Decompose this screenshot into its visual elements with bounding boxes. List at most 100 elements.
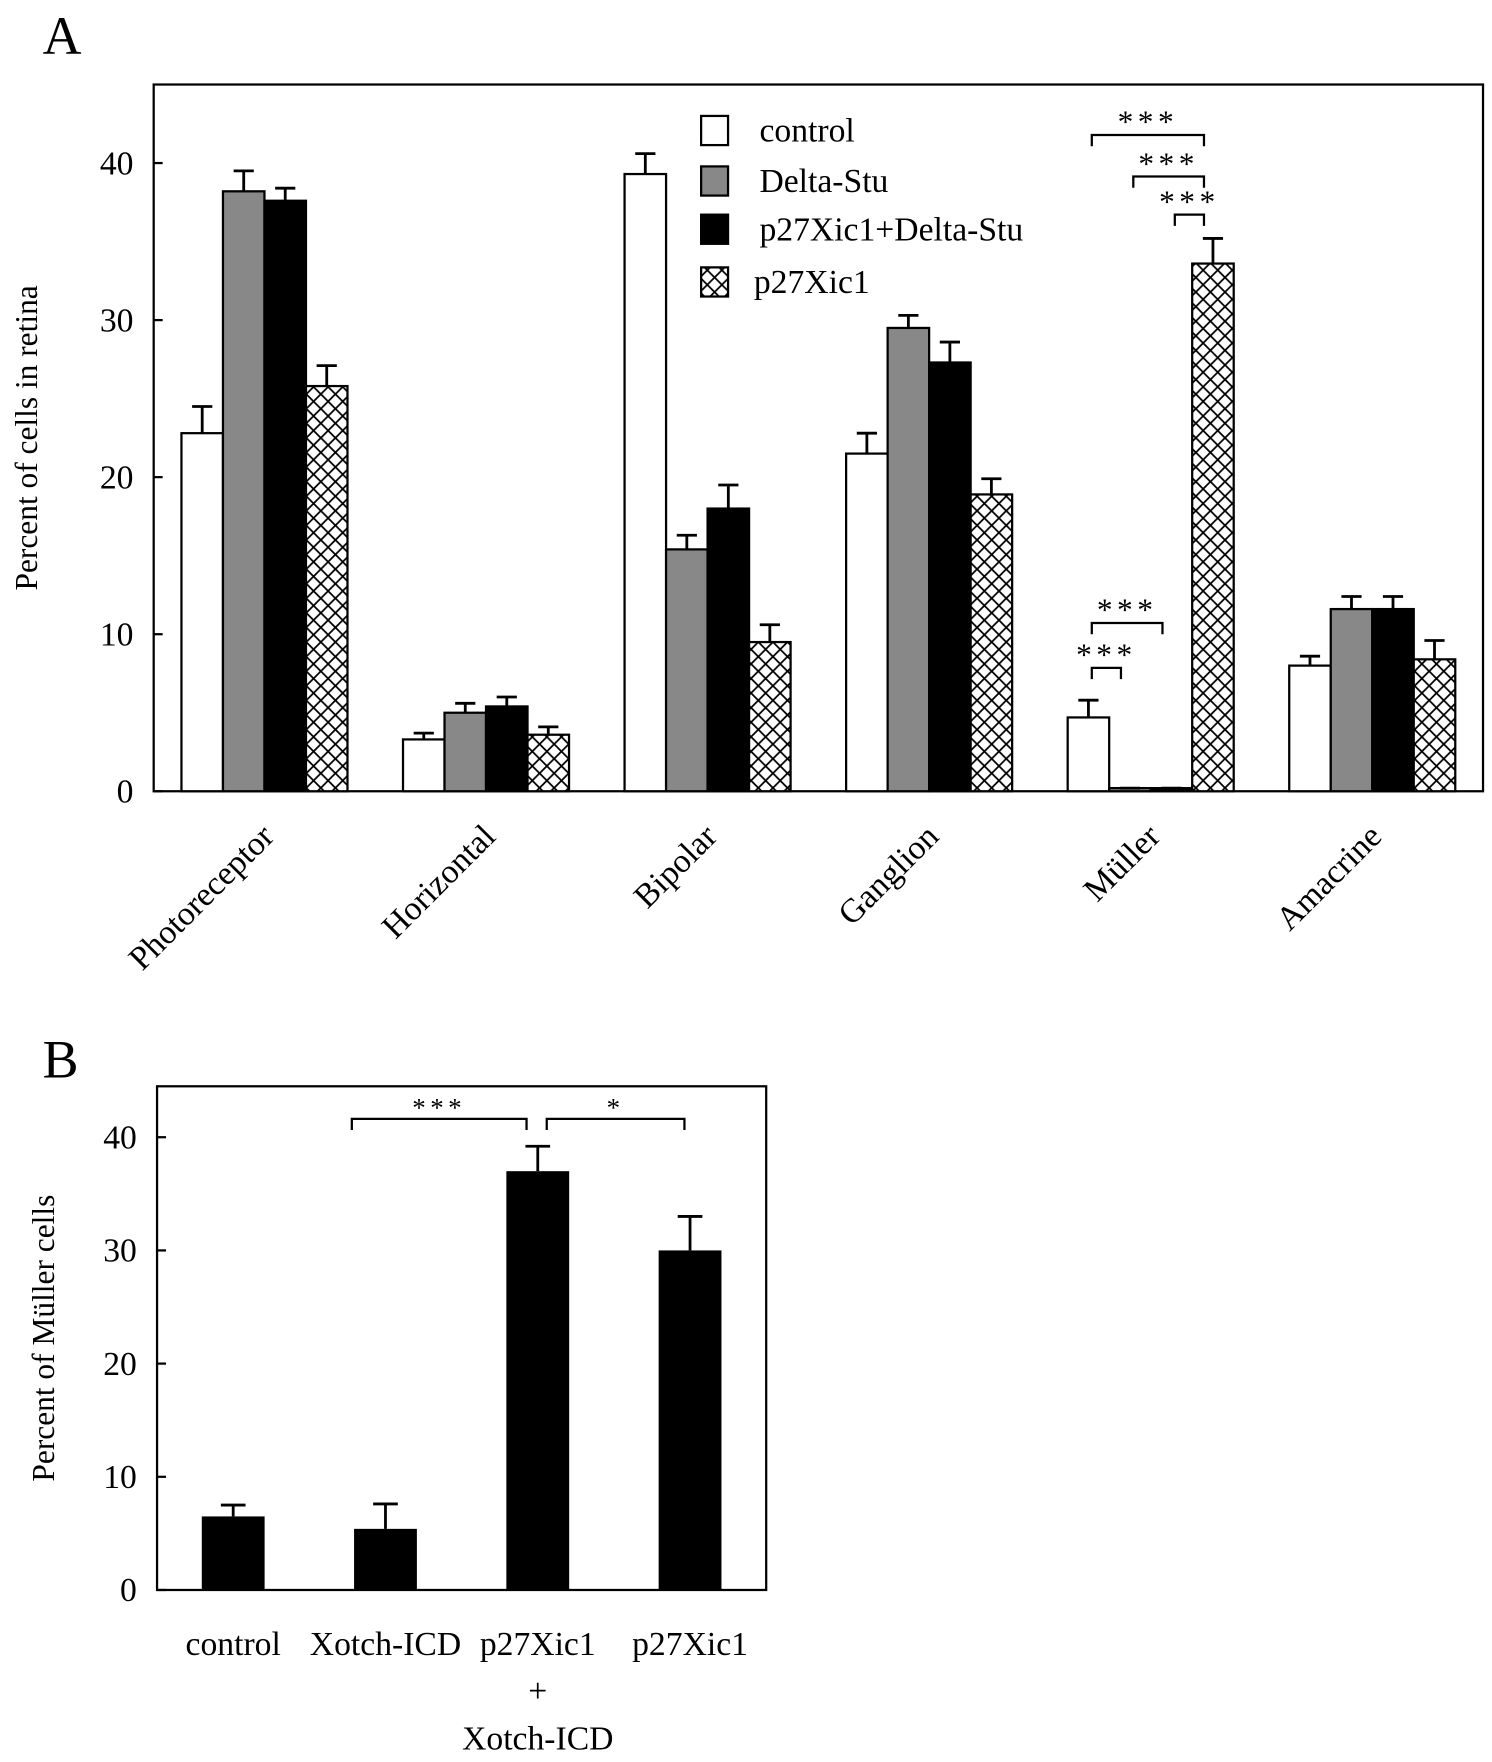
x-tick-label: Ganglion <box>831 818 946 933</box>
error-bar <box>413 731 434 740</box>
error-bar <box>220 1503 246 1517</box>
bar <box>1066 716 1111 793</box>
bar <box>401 738 446 793</box>
error-bar <box>1341 595 1362 610</box>
panel-label: B <box>43 1029 79 1089</box>
significance-bracket <box>1173 213 1206 226</box>
bar <box>886 326 931 793</box>
bar <box>623 172 668 793</box>
bar <box>706 507 751 793</box>
y-tick-label: 20 <box>100 459 134 496</box>
bar <box>263 199 308 793</box>
significance-label: *** <box>1076 638 1137 673</box>
bar <box>506 1171 570 1590</box>
x-tick-label: p27Xic1 + Xotch-ICD <box>462 1626 613 1757</box>
significance-label: *** <box>1118 105 1179 140</box>
significance-bracket <box>1132 175 1206 188</box>
legend-label: control <box>759 113 854 150</box>
error-bar <box>677 1215 703 1251</box>
y-tick-label: 10 <box>100 616 134 653</box>
bar <box>1191 262 1235 793</box>
x-tick-label: Müller <box>1077 818 1168 909</box>
y-tick-label: 30 <box>103 1233 137 1270</box>
bar <box>526 733 571 793</box>
y-tick-label: 10 <box>103 1459 137 1496</box>
x-tick-label: p27Xic1 <box>632 1626 748 1663</box>
legend-swatch <box>700 266 730 298</box>
bar <box>484 705 529 793</box>
error-bar <box>759 623 780 643</box>
legend-swatch <box>700 165 730 197</box>
bar <box>443 711 488 793</box>
bar <box>180 432 225 793</box>
x-tick-label: Amacrine <box>1269 818 1389 938</box>
y-tick-label: 0 <box>117 773 134 810</box>
y-tick-label: 0 <box>120 1572 137 1609</box>
bar <box>658 1250 722 1590</box>
error-bar <box>718 483 739 509</box>
error-bar <box>939 340 960 363</box>
bar <box>747 640 792 793</box>
significance-bracket <box>1090 133 1206 147</box>
bar <box>928 361 972 793</box>
x-tick-label: Xotch-ICD <box>310 1626 461 1663</box>
bar <box>221 190 266 793</box>
y-axis-label: Percent of Müller cells <box>26 1195 61 1482</box>
bar <box>969 493 1014 793</box>
panel-label: A <box>43 6 82 66</box>
bar <box>304 384 349 793</box>
plot-frame <box>155 1085 768 1592</box>
y-tick-label: 40 <box>100 145 134 182</box>
error-bar <box>1299 654 1321 666</box>
legend-label: p27Xic1+Delta-Stu <box>759 211 1023 248</box>
error-bar <box>455 701 476 713</box>
y-axis-label: Percent of cells in retina <box>9 285 44 590</box>
error-bar <box>1424 639 1445 660</box>
error-bar <box>525 1144 551 1172</box>
significance-bracket <box>1090 666 1123 680</box>
significance-bracket <box>350 1117 528 1131</box>
error-bar <box>856 431 877 454</box>
bar <box>844 452 889 793</box>
significance-bracket <box>1090 621 1164 635</box>
y-tick-label: 40 <box>103 1119 137 1156</box>
bar <box>201 1516 265 1590</box>
legend-swatch <box>700 213 730 245</box>
y-tick-label: 20 <box>103 1346 137 1383</box>
bar <box>1329 607 1374 793</box>
bar <box>1371 607 1415 793</box>
error-bar <box>1078 698 1099 718</box>
y-tick-label: 30 <box>100 302 134 339</box>
x-tick-label: Photoreceptor <box>122 818 282 978</box>
error-bar <box>1382 595 1404 610</box>
error-bar <box>676 533 697 550</box>
x-tick-label: Bipolar <box>627 818 725 916</box>
x-tick-label: Horizontal <box>375 818 503 946</box>
error-bar <box>275 186 296 201</box>
legend-swatch <box>700 114 730 147</box>
significance-label: *** <box>1097 593 1158 628</box>
x-tick-label: control <box>186 1626 281 1663</box>
significance-bracket <box>545 1117 686 1131</box>
error-bar <box>192 405 213 434</box>
error-bar <box>981 477 1002 495</box>
legend-label: Delta-Stu <box>759 163 888 200</box>
legend-label: p27Xic1 <box>754 264 870 301</box>
bar <box>664 548 709 793</box>
error-bar <box>373 1502 398 1529</box>
error-bar <box>316 364 337 387</box>
bar <box>1288 664 1332 793</box>
plot-frame <box>152 83 1485 793</box>
bar <box>354 1528 417 1590</box>
error-bar <box>635 152 656 175</box>
error-bar <box>1202 237 1224 264</box>
error-bar <box>538 725 559 735</box>
error-bar <box>496 695 517 707</box>
significance-label: * <box>607 1093 625 1123</box>
significance-label: *** <box>1159 184 1220 219</box>
significance-label: *** <box>1138 146 1199 181</box>
bar <box>1412 658 1457 793</box>
error-bar <box>233 169 254 192</box>
